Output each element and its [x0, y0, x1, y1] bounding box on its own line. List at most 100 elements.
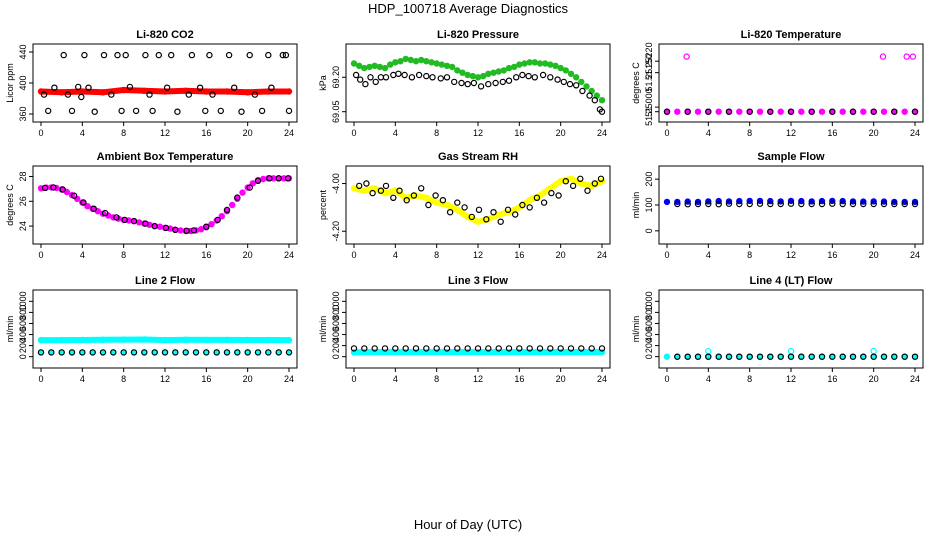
data-point: [492, 79, 499, 87]
data-point: [911, 353, 919, 360]
data-point: [239, 189, 246, 196]
data-point: [228, 201, 236, 209]
data-point: [282, 51, 290, 59]
data-point: [40, 91, 48, 98]
data-point: [663, 108, 671, 115]
data-point: [588, 345, 595, 352]
data-point: [372, 78, 379, 86]
data-point: [808, 353, 815, 360]
data-point: [870, 353, 877, 360]
data-point: [683, 53, 690, 60]
data-point: [818, 108, 826, 115]
data-point: [432, 192, 439, 199]
data-point: [118, 107, 125, 115]
data-point: [454, 345, 461, 352]
data-point: [567, 345, 575, 352]
data-point: [577, 175, 584, 182]
data-point: [756, 353, 764, 360]
data-point: [542, 60, 549, 67]
data-point: [190, 227, 198, 234]
data-point: [74, 83, 82, 91]
data-point: [474, 74, 482, 81]
y-tick-label: 0: [18, 354, 28, 359]
data-point: [45, 107, 52, 115]
data-point: [141, 336, 148, 343]
data-point: [526, 204, 533, 211]
data-point: [357, 76, 364, 83]
data-point: [377, 74, 385, 81]
data-point: [84, 202, 91, 210]
y-tick-label: 1000: [18, 291, 28, 311]
data-point: [746, 108, 753, 115]
data-point: [539, 71, 547, 79]
data-point: [485, 345, 492, 352]
data-point: [591, 96, 599, 104]
x-tick-label: 20: [869, 374, 879, 384]
x-tick-label: 24: [910, 128, 920, 138]
y-axis-label: ml/min: [318, 316, 328, 343]
data-point: [911, 108, 919, 115]
data-point: [182, 349, 189, 356]
data-point: [684, 353, 691, 360]
series-average: [663, 108, 919, 115]
x-tick-label: 4: [706, 374, 711, 384]
series-instrument: [663, 108, 919, 115]
y-tick-label: 200: [331, 338, 341, 353]
data-point: [395, 70, 402, 78]
data-point: [829, 108, 836, 115]
data-point: [818, 200, 826, 208]
data-point: [141, 349, 148, 356]
data-point: [901, 200, 908, 208]
data-point: [244, 349, 251, 356]
y-tick-label: 0: [644, 354, 654, 359]
data-point: [362, 80, 369, 88]
data-point: [120, 349, 127, 356]
data-point: [490, 208, 497, 216]
series-lowline: [37, 349, 293, 356]
x-tick-label: 4: [393, 128, 398, 138]
data-point: [573, 82, 580, 89]
y-tick-label: 69.05: [331, 100, 341, 123]
data-point: [162, 224, 170, 232]
data-point: [350, 185, 358, 192]
data-point: [78, 93, 85, 101]
data-point: [172, 226, 179, 233]
data-point: [879, 53, 887, 60]
data-point: [254, 177, 262, 184]
x-tick-label: 12: [473, 128, 483, 138]
data-point: [214, 216, 221, 224]
data-point: [562, 67, 570, 74]
data-point: [37, 349, 45, 356]
data-point: [573, 74, 580, 81]
data-point: [684, 200, 691, 208]
data-point: [230, 84, 238, 91]
series-instrument: [674, 353, 919, 360]
data-point: [705, 200, 712, 208]
data-point: [663, 198, 671, 206]
series-average: [350, 175, 606, 225]
series-band: [351, 175, 605, 225]
data-point: [223, 206, 231, 214]
data-point: [244, 89, 251, 96]
data-point: [485, 80, 492, 88]
data-point: [715, 200, 722, 208]
panel-6: Sample Flow ml/min 0 4 8 12 16 20 24 0 100 200: [631, 151, 924, 260]
x-tick-label: 12: [160, 128, 170, 138]
data-point: [254, 349, 262, 356]
data-point: [911, 200, 919, 208]
x-tick-label: 24: [597, 128, 607, 138]
data-point: [161, 349, 169, 356]
panel-title: Line 4 (LT) Flow: [750, 275, 833, 287]
data-point: [477, 83, 485, 90]
y-tick-label: 0: [644, 228, 654, 233]
data-point: [188, 51, 196, 59]
data-point: [423, 58, 430, 65]
data-point: [100, 51, 108, 59]
data-point: [234, 349, 241, 356]
data-point: [557, 64, 564, 72]
data-point: [412, 345, 420, 352]
y-axis-label: Licor ppm: [5, 63, 15, 103]
data-point: [474, 345, 482, 352]
data-point: [223, 349, 231, 356]
